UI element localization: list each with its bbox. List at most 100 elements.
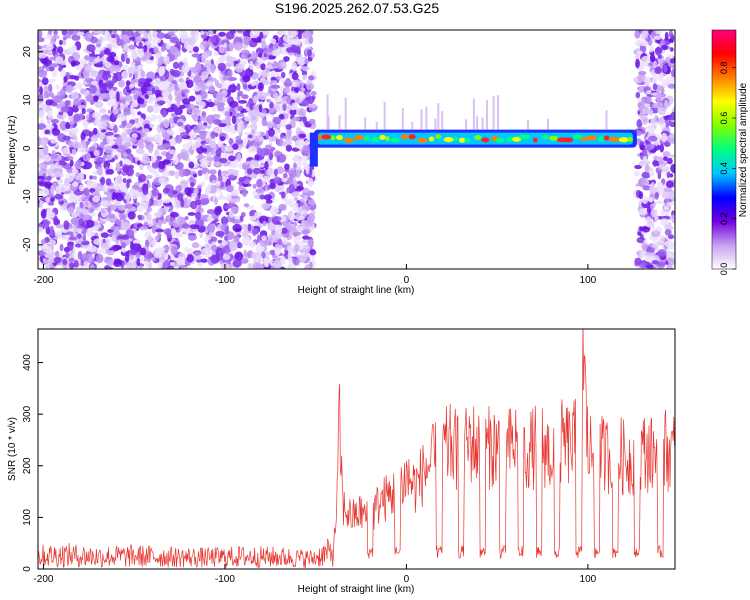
noise-cell [665,180,674,188]
noise-cell [226,68,233,79]
noise-cell [646,90,652,95]
noise-cell [664,205,669,211]
signal-streak [476,115,479,130]
noise-cell [111,244,120,252]
noise-cell [70,193,77,202]
noise-cell [57,133,67,143]
noise-cell [302,235,310,240]
noise-cell [276,138,284,147]
noise-cell [667,116,675,121]
noise-cell [298,241,304,251]
noise-cell [89,85,97,94]
noise-cell [164,253,169,261]
noise-cell [307,49,312,57]
noise-cell [651,75,658,84]
noise-cell [72,168,79,175]
noise-cell [252,183,257,189]
noise-cell [84,65,89,72]
noise-cell [302,30,312,39]
noise-cell [207,101,215,108]
noise-cell [47,110,53,119]
noise-cell [184,216,189,221]
noise-cell [653,144,661,151]
signal-onset [309,132,318,167]
noise-cell [182,57,188,65]
noise-cell [65,33,72,39]
noise-cell [40,239,46,245]
noise-cell [60,106,70,113]
noise-cell [642,148,648,157]
noise-cell [300,100,310,107]
noise-cell [172,155,179,165]
noise-cell [112,258,122,268]
noise-cell [213,161,223,167]
noise-cell [304,59,309,65]
colorbar-tick-label: 0.8 [719,61,729,74]
noise-cell [636,119,643,129]
noise-cell [650,117,658,124]
noise-cell [297,225,304,232]
noise-cell [296,46,301,55]
noise-cell [104,256,112,261]
noise-cell [169,122,176,128]
noise-cell [292,231,302,236]
noise-cell [47,118,51,125]
noise-cell [112,30,117,36]
signal-cell [453,136,458,142]
noise-cell [249,30,259,39]
noise-cell [151,162,159,169]
noise-cell [121,248,127,253]
noise-cell [306,215,315,225]
noise-cell [48,78,56,83]
noise-cell [230,198,240,203]
noise-cell [168,149,177,155]
noise-cell [178,168,186,178]
noise-cell [146,136,156,142]
noise-cell [636,138,642,143]
snr-series-line [38,329,675,569]
noise-cell [229,44,234,52]
noise-cell [209,35,217,44]
noise-cell [116,152,122,158]
snr-x-ticks: -200 -100 0 100 [33,564,597,585]
colorbar: 0.0 0.2 0.4 0.6 0.8 Normalized spectral ampl… [711,29,749,275]
noise-cell [638,262,649,269]
noise-cell [154,52,161,60]
noise-cell [151,87,156,95]
noise-cell [54,193,64,200]
noise-cell [645,251,655,257]
noise-cell [302,74,307,81]
noise-cell [664,240,673,247]
noise-cell [302,239,308,244]
noise-cell [310,90,317,96]
noise-cell [663,156,668,161]
noise-cell [221,55,226,61]
noise-cell [269,249,276,256]
signal-cell [597,136,606,142]
noise-cell [283,172,288,179]
noise-cell [308,75,315,81]
noise-cell [102,184,109,193]
noise-cell [110,226,115,231]
noise-cell [71,148,77,156]
noise-cell [669,173,674,178]
noise-cell [148,235,153,244]
noise-cell [256,147,263,157]
noise-cell [122,98,126,105]
noise-cell [641,242,648,251]
noise-cell [166,265,175,269]
noise-cell [93,238,103,246]
noise-cell [224,205,231,209]
noise-cell [118,79,125,88]
noise-cell [93,149,100,157]
snr-plot-area [38,329,675,569]
noise-cell [94,101,104,109]
signal-streak [527,119,529,130]
noise-cell [53,30,58,36]
signal-cell [464,137,471,143]
signal-cell [435,134,442,140]
noise-cell [112,100,118,110]
noise-cell [243,203,250,208]
noise-cell [193,173,198,178]
noise-cell [252,262,262,269]
